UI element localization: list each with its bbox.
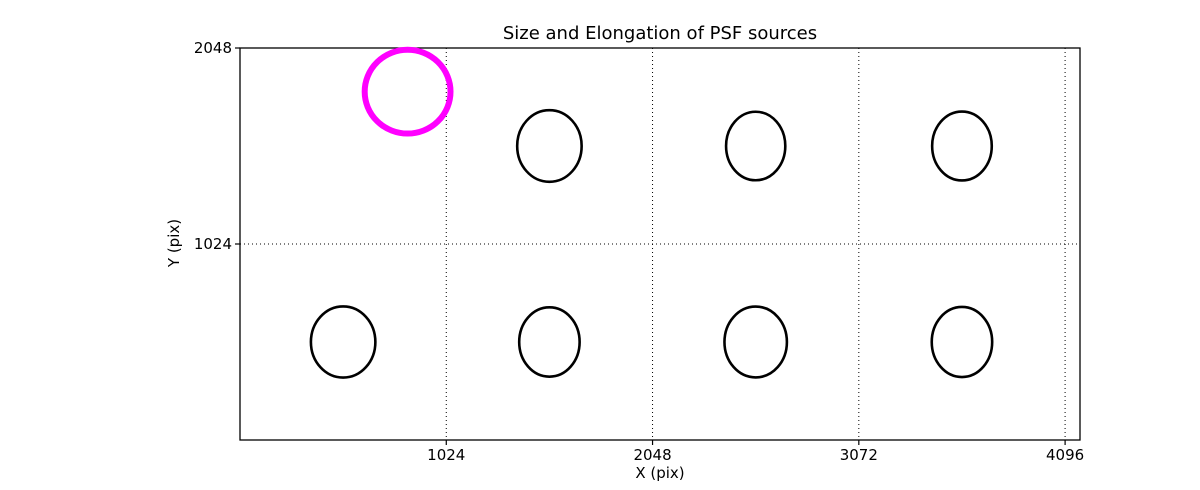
psf-source-ellipse <box>723 305 789 379</box>
psf-source-ellipse-highlight <box>361 46 454 137</box>
psf-source-ellipse <box>724 110 787 182</box>
x-axis-label: X (pix) <box>635 464 685 482</box>
psf-source-ellipse <box>930 305 994 379</box>
y-axis-label: Y (pix) <box>165 218 183 268</box>
psf-source-ellipse <box>309 305 377 379</box>
x-tick-label: 2048 <box>633 446 671 464</box>
chart-title: Size and Elongation of PSF sources <box>502 23 818 44</box>
y-tick-label: 2048 <box>194 39 232 57</box>
y-tick-label: 1024 <box>194 235 232 253</box>
psf-source-ellipse <box>515 108 583 184</box>
x-tick-label: 4096 <box>1046 446 1084 464</box>
psf-source-ellipse <box>930 110 994 182</box>
x-tick-label: 1024 <box>427 446 465 464</box>
psf-source-ellipse <box>517 306 581 378</box>
x-tick-label: 3072 <box>840 446 878 464</box>
